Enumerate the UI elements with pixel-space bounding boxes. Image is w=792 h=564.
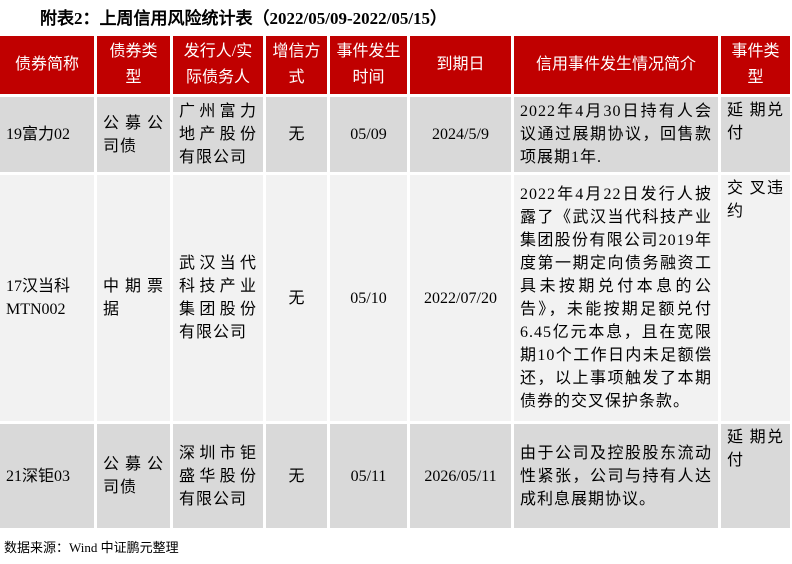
- cell-text: 由于公司及控股股东流动性紧张，公司与持有人达成利息展期协议。: [520, 444, 712, 508]
- cell-text: 2026/05/11: [424, 467, 497, 485]
- cell-text: 延 期兑付: [727, 429, 784, 469]
- table-cell: 21深钜03: [0, 424, 94, 528]
- table-cell: 交 叉违约: [721, 175, 790, 421]
- table-cell: 公募公司债: [97, 97, 170, 172]
- column-header: 债券类型: [97, 36, 170, 94]
- cell-text: 17汉当科MTN002: [6, 278, 71, 318]
- cell-text: 中期票据: [103, 278, 164, 318]
- cell-text: 21深钜03: [6, 467, 71, 485]
- cell-text: 公募公司债: [103, 456, 164, 496]
- table-cell: 深圳市钜盛华股份有限公司: [173, 424, 263, 528]
- table-cell: 05/10: [330, 175, 407, 421]
- column-header: 事件发生时间: [330, 36, 407, 94]
- cell-text: 武汉当代科技产业集团股份有限公司: [179, 255, 257, 341]
- table-cell: 中期票据: [97, 175, 170, 421]
- column-header: 信用事件发生情况简介: [514, 36, 718, 94]
- cell-text: 2024/5/9: [432, 126, 489, 143]
- cell-text: 19富力02: [6, 126, 71, 143]
- column-header-label: 事件发生时间: [336, 43, 401, 86]
- column-header-label: 增信方式: [272, 43, 321, 86]
- table-cell: 无: [266, 175, 327, 421]
- cell-text: 公募公司债: [103, 114, 164, 155]
- column-header: 发行人/实际债务人: [173, 36, 263, 94]
- data-source-note: 数据来源：Wind 中证鹏元整理: [4, 540, 179, 555]
- table-cell: 19富力02: [0, 97, 94, 172]
- column-header: 增信方式: [266, 36, 327, 94]
- cell-text: 无: [288, 126, 305, 143]
- table-title: 附表2：上周信用风险统计表（2022/05/09-2022/05/15）: [40, 9, 448, 28]
- column-header: 事件类型: [721, 36, 790, 94]
- table-cell: 武汉当代科技产业集团股份有限公司: [173, 175, 263, 421]
- cell-text: 2022年4月30日持有人会议通过展期协议，回售款项展期1年.: [520, 103, 712, 166]
- table-cell: 2024/5/9: [410, 97, 511, 172]
- table-cell: 无: [266, 97, 327, 172]
- cell-text: 2022年4月22日发行人披露了《武汉当代科技产业集团股份有限公司2019年度第…: [520, 186, 712, 410]
- cell-text: 05/11: [350, 467, 387, 485]
- cell-text: 无: [288, 289, 305, 307]
- table-cell: 2026/05/11: [410, 424, 511, 528]
- table-cell: 延 期兑付: [721, 424, 790, 528]
- cell-text: 广州富力地产股份有限公司: [179, 103, 257, 166]
- column-header: 债券简称: [0, 36, 94, 94]
- column-header-label: 债券类型: [109, 43, 158, 86]
- table-cell: 广州富力地产股份有限公司: [173, 97, 263, 172]
- column-header-label: 发行人/实际债务人: [183, 43, 253, 86]
- column-header-label: 到期日: [436, 56, 485, 73]
- cell-text: 交 叉违约: [727, 180, 784, 220]
- table-cell: 公募公司债: [97, 424, 170, 528]
- column-header: 到期日: [410, 36, 511, 94]
- table-cell: 17汉当科MTN002: [0, 175, 94, 421]
- table-cell: 无: [266, 424, 327, 528]
- table-cell: 05/09: [330, 97, 407, 172]
- table-cell: 由于公司及控股股东流动性紧张，公司与持有人达成利息展期协议。: [514, 424, 718, 528]
- cell-text: 无: [288, 467, 305, 485]
- column-header-label: 信用事件发生情况简介: [535, 56, 696, 73]
- credit-risk-table: 债券简称 债券类型 发行人/实际债务人 增信方式 事件发生时间 到期日 信用事件发生情况简介…: [0, 36, 790, 528]
- table-cell: 2022年4月22日发行人披露了《武汉当代科技产业集团股份有限公司2019年度第…: [514, 175, 718, 421]
- table-cell: 05/11: [330, 424, 407, 528]
- column-header-label: 事件类型: [731, 43, 780, 86]
- cell-text: 05/10: [350, 289, 387, 307]
- cell-text: 2022/07/20: [424, 289, 497, 307]
- table-cell: 延 期兑付: [721, 97, 790, 172]
- cell-text: 延 期兑付: [727, 102, 784, 142]
- cell-text: 05/09: [350, 126, 387, 143]
- column-header-label: 债券简称: [14, 56, 79, 73]
- table-cell: 2022/07/20: [410, 175, 511, 421]
- cell-text: 深圳市钜盛华股份有限公司: [179, 444, 257, 508]
- table-cell: 2022年4月30日持有人会议通过展期协议，回售款项展期1年.: [514, 97, 718, 172]
